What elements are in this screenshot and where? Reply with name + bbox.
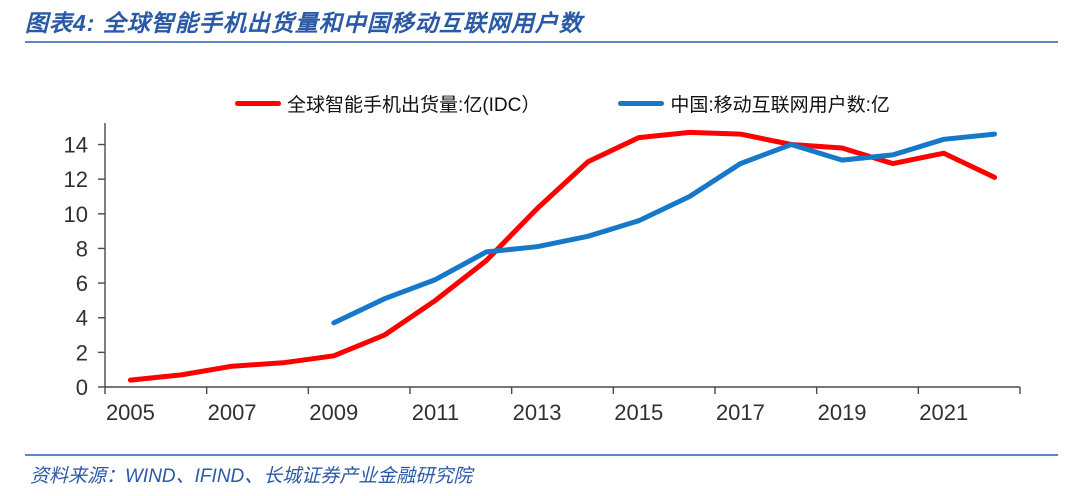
plot-area: 0 2 4 6 8 10 12 14 2005 2007 2009 2011 2013 2015 2017 2… bbox=[64, 123, 1021, 425]
x-axis-tick-label: 2011 bbox=[412, 400, 459, 425]
source-note: 资料来源：WIND、IFIND、长城证券产业金融研究院 bbox=[30, 466, 473, 487]
title-divider bbox=[25, 41, 1058, 43]
series-line-1 bbox=[331, 131, 998, 326]
x-axis-tick-label: 2009 bbox=[309, 400, 358, 425]
figure-title: 图表4: 全球智能手机出货量和中国移动互联网用户数 bbox=[25, 10, 583, 36]
legend-label-global-smartphone-shipments: 全球智能手机出货量:亿(IDC） bbox=[287, 95, 541, 116]
series-line-0 bbox=[127, 129, 998, 383]
x-axis-tick-label: 2013 bbox=[513, 400, 562, 425]
x-axis-tick-label: 2019 bbox=[818, 400, 867, 425]
x-axis-tick-label: 2021 bbox=[919, 400, 968, 425]
legend-item-global-smartphone-shipments: 全球智能手机出货量:亿(IDC） bbox=[235, 90, 540, 117]
x-axis-tick-label: 2007 bbox=[208, 400, 257, 425]
y-axis-tick-label: 2 bbox=[76, 340, 88, 365]
legend-swatch-blue-line-icon bbox=[618, 101, 665, 106]
legend-label-china-mobile-internet-users: 中国:移动互联网用户数:亿 bbox=[670, 95, 890, 116]
y-axis-tick-label: 8 bbox=[76, 236, 88, 261]
line-chart: 全球智能手机出货量:亿(IDC） 中国:移动互联网用户数:亿 0 2 4 6 8 10 12… bbox=[0, 44, 1080, 450]
y-axis-tick-label: 10 bbox=[64, 202, 88, 227]
footer-divider bbox=[25, 454, 1058, 456]
y-axis-tick-label: 0 bbox=[76, 375, 88, 400]
y-axis-tick-label: 6 bbox=[76, 271, 88, 296]
y-axis-tick-label: 14 bbox=[64, 133, 88, 158]
chart-legend: 全球智能手机出货量:亿(IDC） 中国:移动互联网用户数:亿 bbox=[105, 90, 1020, 117]
x-axis-tick-label: 2005 bbox=[106, 400, 155, 425]
x-axis-tick-label: 2015 bbox=[614, 400, 663, 425]
y-axis-tick-label: 12 bbox=[64, 167, 88, 192]
x-axis-tick-label: 2017 bbox=[716, 400, 765, 425]
legend-item-china-mobile-internet-users: 中国:移动互联网用户数:亿 bbox=[618, 90, 890, 117]
legend-swatch-red-line-icon bbox=[235, 101, 282, 106]
y-axis-tick-label: 4 bbox=[76, 306, 88, 331]
